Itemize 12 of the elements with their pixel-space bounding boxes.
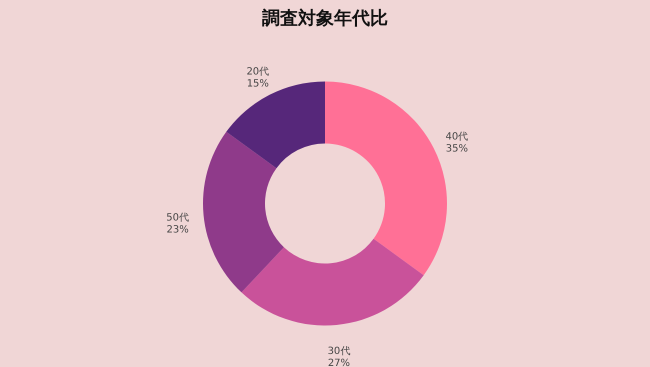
donut-slice bbox=[241, 238, 424, 326]
chart-title: 調査対象年代比 bbox=[262, 8, 388, 29]
data-label: 15% bbox=[246, 78, 269, 90]
slice-label: 50代 bbox=[166, 212, 190, 224]
slice-label: 20代 bbox=[246, 66, 270, 78]
donut-slice bbox=[203, 132, 284, 292]
data-label: 23% bbox=[166, 224, 189, 236]
data-label: 27% bbox=[328, 358, 350, 367]
slice-label: 30代 bbox=[328, 346, 350, 357]
data-label: 35% bbox=[446, 143, 468, 154]
slice-label: 40代 bbox=[446, 131, 468, 142]
donut-slice bbox=[325, 82, 447, 276]
